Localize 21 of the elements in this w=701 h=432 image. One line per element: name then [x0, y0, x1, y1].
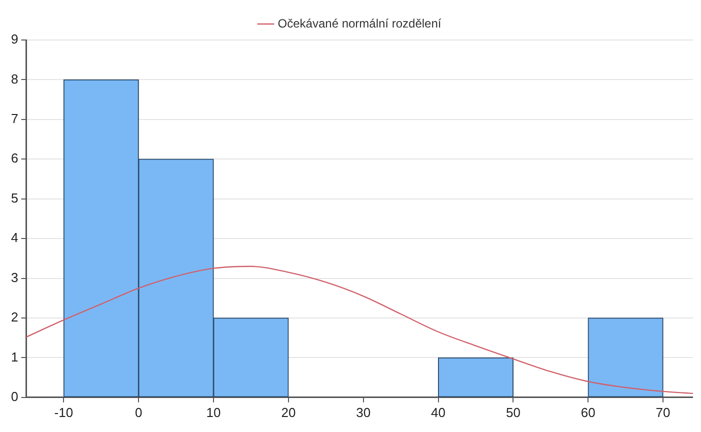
x-tick-label: 10: [206, 404, 221, 420]
x-tick-label: 0: [134, 404, 142, 420]
x-tick-label: -10: [54, 404, 74, 420]
y-tick-label: 6: [10, 150, 18, 166]
x-tick-label: 50: [506, 404, 520, 420]
x-tick-label: 30: [356, 404, 371, 420]
x-tick-label: 40: [431, 404, 446, 420]
y-tick-label: 5: [10, 190, 18, 206]
x-tick-label: 70: [656, 404, 670, 420]
y-tick-label: 0: [10, 388, 18, 404]
line-series: [26, 266, 693, 394]
legend-label: Očekávané normální rozdělení: [278, 16, 442, 30]
y-tick-label: 3: [10, 270, 18, 285]
x-tick-label: 20: [281, 404, 296, 420]
y-tick-label: 4: [10, 230, 18, 246]
y-tick-label: 9: [10, 32, 18, 47]
x-tick-label: 60: [580, 404, 596, 420]
y-tick-label: 2: [10, 310, 18, 325]
y-tick-label: 1: [10, 349, 18, 364]
y-tick-label: 8: [10, 71, 18, 86]
y-tick-label: 7: [10, 111, 18, 126]
